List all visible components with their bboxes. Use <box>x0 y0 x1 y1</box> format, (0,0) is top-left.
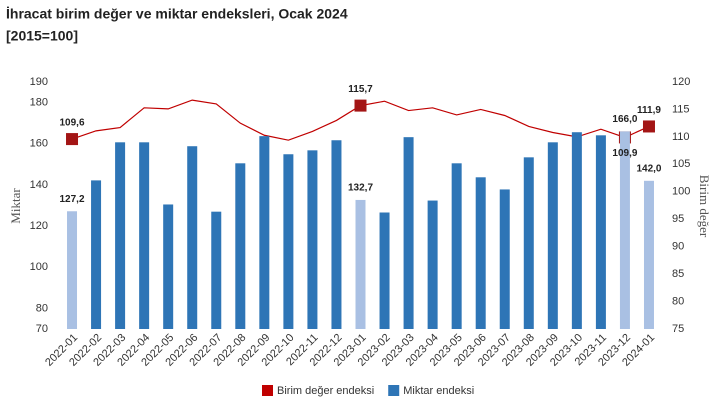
y-tick-label: 160 <box>30 138 48 150</box>
bar <box>331 140 342 329</box>
bar <box>139 142 150 329</box>
legend-label: Miktar endeksi <box>403 385 474 397</box>
y2-tick-label: 115 <box>672 103 690 115</box>
bar <box>571 132 582 329</box>
y-tick-label: 180 <box>30 96 48 108</box>
y-tick-label: 100 <box>30 261 48 273</box>
bar <box>451 163 462 329</box>
y2-tick-label: 75 <box>672 323 684 335</box>
y-axis-title: Miktar <box>8 188 23 224</box>
y2-tick-label: 100 <box>672 186 690 198</box>
bar <box>499 189 510 329</box>
bar <box>595 135 606 329</box>
value-label: 127,2 <box>60 194 85 205</box>
bar <box>523 157 534 329</box>
value-label: 109,9 <box>612 148 637 159</box>
value-label: 132,7 <box>348 183 373 194</box>
y-tick-label: 70 <box>36 323 48 335</box>
y2-tick-label: 110 <box>672 131 690 143</box>
bar <box>475 177 486 329</box>
y2-tick-label: 90 <box>672 241 684 253</box>
bar <box>403 137 414 329</box>
bar <box>115 142 126 329</box>
value-label: 111,9 <box>637 105 661 116</box>
bar <box>163 204 174 329</box>
bar <box>235 163 246 329</box>
value-label: 142,0 <box>636 163 661 174</box>
y2-tick-label: 105 <box>672 158 690 170</box>
chart-title: İhracat birim değer ve miktar endeksleri… <box>6 6 348 22</box>
y2-tick-label: 85 <box>672 268 684 280</box>
bar <box>619 131 630 329</box>
bar <box>187 146 198 329</box>
legend-swatch <box>388 385 400 396</box>
bar <box>379 212 390 329</box>
legend-label: Birim değer endeksi <box>277 385 374 397</box>
bar <box>547 142 558 329</box>
bar <box>283 154 294 329</box>
bar <box>643 180 654 329</box>
y-tick-label: 120 <box>30 220 48 232</box>
legend-swatch <box>262 385 273 396</box>
value-label: 109,6 <box>60 118 85 129</box>
bar <box>67 211 78 329</box>
bar <box>307 150 318 329</box>
bar <box>211 211 222 329</box>
y2-tick-label: 95 <box>672 213 684 225</box>
bar <box>427 200 438 329</box>
y-tick-label: 190 <box>30 76 48 88</box>
y2-tick-label: 80 <box>672 295 684 307</box>
value-label: 166,0 <box>612 114 637 125</box>
bar <box>259 136 270 329</box>
chart-subtitle: [2015=100] <box>6 28 78 44</box>
line-marker <box>354 99 367 112</box>
bar <box>91 180 102 329</box>
line-marker <box>642 120 655 133</box>
y-tick-label: 140 <box>30 179 48 191</box>
y-tick-label: 80 <box>36 302 48 314</box>
y2-tick-label: 120 <box>672 76 690 88</box>
value-label: 115,7 <box>348 84 373 95</box>
bar <box>355 199 366 329</box>
y2-axis-title: Birim değer <box>697 175 712 238</box>
line-marker <box>66 133 79 146</box>
